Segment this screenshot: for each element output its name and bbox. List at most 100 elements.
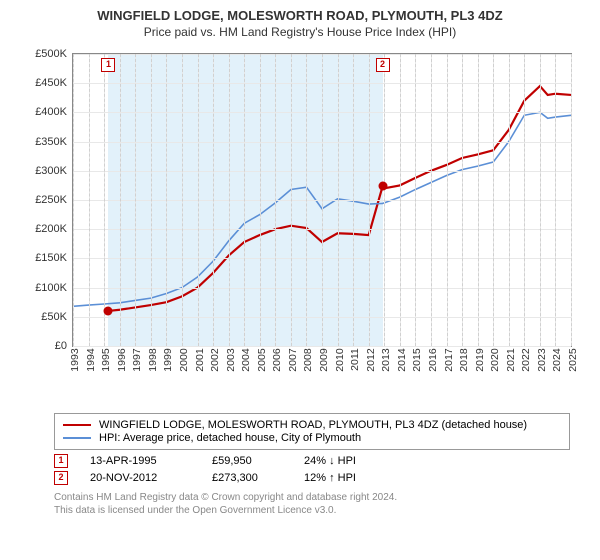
gridline <box>384 54 385 346</box>
gridline <box>73 54 74 346</box>
gridline <box>151 54 152 346</box>
gridline <box>369 54 370 346</box>
gridline <box>198 54 199 346</box>
gridline <box>478 54 479 346</box>
y-tick-label: £100K <box>35 282 67 294</box>
x-tick-label: 2011 <box>349 348 361 371</box>
gridline <box>493 54 494 346</box>
y-tick-label: £450K <box>35 77 67 89</box>
footer: Contains HM Land Registry data © Crown c… <box>54 491 570 517</box>
x-tick-label: 1996 <box>116 348 128 371</box>
legend-swatch <box>63 424 91 426</box>
legend-item: WINGFIELD LODGE, MOLESWORTH ROAD, PLYMOU… <box>63 419 561 431</box>
gridline <box>571 54 572 346</box>
footer-line: This data is licensed under the Open Gov… <box>54 504 570 517</box>
footer-line: Contains HM Land Registry data © Crown c… <box>54 491 570 504</box>
chart-marker-icon: 1 <box>101 58 115 72</box>
x-tick-label: 2015 <box>411 348 423 371</box>
sale-price: £59,950 <box>212 455 282 467</box>
y-tick-label: £500K <box>35 48 67 60</box>
x-tick-label: 2000 <box>178 348 190 371</box>
x-tick-label: 2016 <box>427 348 439 371</box>
gridline <box>322 54 323 346</box>
gridline <box>73 346 571 347</box>
x-tick-label: 2005 <box>256 348 268 371</box>
sale-delta: 12% ↑ HPI <box>304 472 356 484</box>
chart-container: £0£50K£100K£150K£200K£250K£300K£350K£400… <box>20 47 580 407</box>
chart-marker-icon: 2 <box>376 58 390 72</box>
y-tick-label: £400K <box>35 106 67 118</box>
x-tick-label: 2010 <box>334 348 346 371</box>
gridline <box>275 54 276 346</box>
sale-row: 1 13-APR-1995 £59,950 24% ↓ HPI <box>54 454 570 468</box>
y-tick-label: £200K <box>35 223 67 235</box>
x-tick-label: 2022 <box>520 348 532 371</box>
sale-marker-icon: 2 <box>54 471 68 485</box>
x-tick-label: 1993 <box>69 348 81 371</box>
gridline <box>353 54 354 346</box>
legend-label: HPI: Average price, detached house, City… <box>99 432 361 444</box>
legend: WINGFIELD LODGE, MOLESWORTH ROAD, PLYMOU… <box>54 413 570 450</box>
x-tick-label: 2019 <box>474 348 486 371</box>
x-tick-label: 2018 <box>458 348 470 371</box>
sale-marker-icon: 1 <box>54 454 68 468</box>
x-tick-label: 2023 <box>536 348 548 371</box>
sale-dot-icon <box>378 182 387 191</box>
gridline <box>89 54 90 346</box>
y-tick-label: £0 <box>55 340 67 352</box>
y-tick-label: £150K <box>35 252 67 264</box>
gridline <box>431 54 432 346</box>
x-tick-label: 2009 <box>318 348 330 371</box>
gridline <box>166 54 167 346</box>
x-tick-label: 1995 <box>100 348 112 371</box>
gridline <box>229 54 230 346</box>
plot-area: £0£50K£100K£150K£200K£250K£300K£350K£400… <box>72 53 572 347</box>
x-tick-label: 1997 <box>131 348 143 371</box>
sale-row: 2 20-NOV-2012 £273,300 12% ↑ HPI <box>54 471 570 485</box>
gridline <box>213 54 214 346</box>
x-tick-label: 1998 <box>147 348 159 371</box>
gridline <box>447 54 448 346</box>
x-tick-label: 2002 <box>209 348 221 371</box>
gridline <box>260 54 261 346</box>
gridline <box>415 54 416 346</box>
chart-subtitle: Price paid vs. HM Land Registry's House … <box>0 25 600 39</box>
y-tick-label: £250K <box>35 194 67 206</box>
gridline <box>338 54 339 346</box>
gridline <box>400 54 401 346</box>
y-tick-label: £350K <box>35 136 67 148</box>
x-tick-label: 2021 <box>505 348 517 371</box>
x-tick-label: 1999 <box>162 348 174 371</box>
x-tick-label: 2012 <box>365 348 377 371</box>
chart-title: WINGFIELD LODGE, MOLESWORTH ROAD, PLYMOU… <box>0 8 600 23</box>
x-tick-label: 2008 <box>302 348 314 371</box>
gridline <box>462 54 463 346</box>
sale-dot-icon <box>104 306 113 315</box>
x-tick-label: 2024 <box>551 348 563 371</box>
x-tick-label: 1994 <box>85 348 97 371</box>
gridline <box>244 54 245 346</box>
sale-delta: 24% ↓ HPI <box>304 455 356 467</box>
sale-date: 20-NOV-2012 <box>90 472 190 484</box>
y-tick-label: £50K <box>41 311 67 323</box>
x-tick-label: 2003 <box>225 348 237 371</box>
legend-swatch <box>63 437 91 439</box>
legend-item: HPI: Average price, detached house, City… <box>63 432 561 444</box>
x-tick-label: 2001 <box>194 348 206 371</box>
gridline <box>509 54 510 346</box>
x-tick-label: 2013 <box>380 348 392 371</box>
x-tick-label: 2014 <box>396 348 408 371</box>
x-tick-label: 2025 <box>567 348 579 371</box>
gridline <box>135 54 136 346</box>
x-tick-label: 2004 <box>240 348 252 371</box>
x-tick-label: 2006 <box>271 348 283 371</box>
gridline <box>540 54 541 346</box>
gridline <box>555 54 556 346</box>
gridline <box>120 54 121 346</box>
sales-list: 1 13-APR-1995 £59,950 24% ↓ HPI 2 20-NOV… <box>54 454 570 485</box>
x-tick-label: 2007 <box>287 348 299 371</box>
x-tick-label: 2020 <box>489 348 501 371</box>
gridline <box>306 54 307 346</box>
chart-header: WINGFIELD LODGE, MOLESWORTH ROAD, PLYMOU… <box>0 0 600 43</box>
sale-date: 13-APR-1995 <box>90 455 190 467</box>
